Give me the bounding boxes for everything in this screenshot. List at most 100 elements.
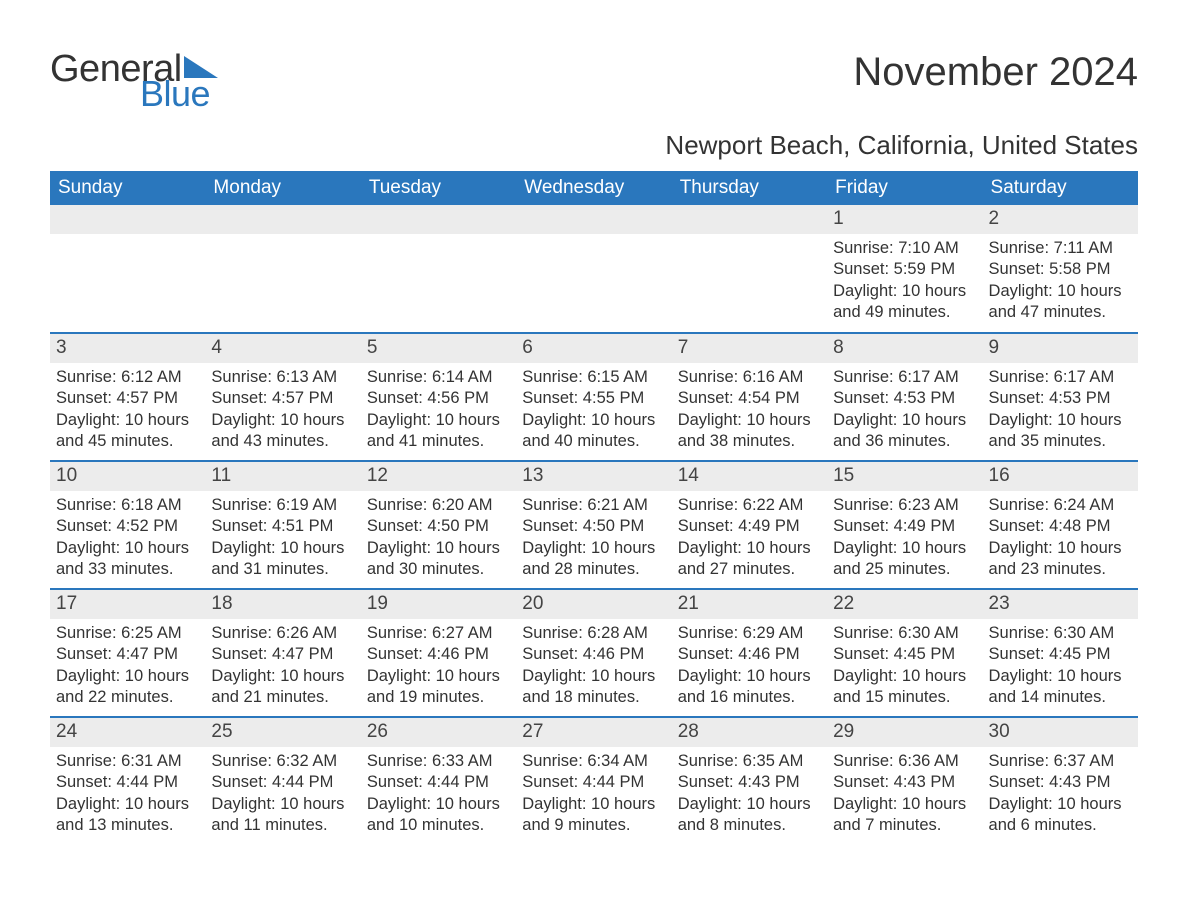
day-sunrise: Sunrise: 6:25 AM [56, 623, 199, 644]
day-daylight2: and 45 minutes. [56, 431, 199, 452]
day-daylight2: and 21 minutes. [211, 687, 354, 708]
day-details: Sunrise: 6:13 AMSunset: 4:57 PMDaylight:… [205, 363, 360, 457]
day-number [50, 205, 205, 234]
day-sunrise: Sunrise: 6:31 AM [56, 751, 199, 772]
calendar-day-cell: 6Sunrise: 6:15 AMSunset: 4:55 PMDaylight… [516, 333, 671, 461]
day-details: Sunrise: 6:29 AMSunset: 4:46 PMDaylight:… [672, 619, 827, 713]
day-details: Sunrise: 6:35 AMSunset: 4:43 PMDaylight:… [672, 747, 827, 841]
day-sunset: Sunset: 4:53 PM [833, 388, 976, 409]
day-daylight1: Daylight: 10 hours [833, 281, 976, 302]
day-sunrise: Sunrise: 6:37 AM [989, 751, 1132, 772]
day-number: 25 [205, 718, 360, 747]
day-sunrise: Sunrise: 6:35 AM [678, 751, 821, 772]
day-sunrise: Sunrise: 6:19 AM [211, 495, 354, 516]
day-details: Sunrise: 6:17 AMSunset: 4:53 PMDaylight:… [983, 363, 1138, 457]
day-daylight2: and 40 minutes. [522, 431, 665, 452]
day-number: 2 [983, 205, 1138, 234]
day-sunrise: Sunrise: 6:21 AM [522, 495, 665, 516]
calendar-day-cell: 19Sunrise: 6:27 AMSunset: 4:46 PMDayligh… [361, 589, 516, 717]
day-details: Sunrise: 6:17 AMSunset: 4:53 PMDaylight:… [827, 363, 982, 457]
day-daylight2: and 22 minutes. [56, 687, 199, 708]
day-daylight2: and 30 minutes. [367, 559, 510, 580]
day-sunrise: Sunrise: 6:30 AM [989, 623, 1132, 644]
day-sunset: Sunset: 4:46 PM [367, 644, 510, 665]
day-number: 17 [50, 590, 205, 619]
day-daylight1: Daylight: 10 hours [678, 794, 821, 815]
day-daylight2: and 36 minutes. [833, 431, 976, 452]
day-daylight2: and 8 minutes. [678, 815, 821, 836]
day-sunrise: Sunrise: 6:16 AM [678, 367, 821, 388]
day-number: 28 [672, 718, 827, 747]
day-sunset: Sunset: 4:47 PM [211, 644, 354, 665]
calendar-week-row: 10Sunrise: 6:18 AMSunset: 4:52 PMDayligh… [50, 461, 1138, 589]
day-details: Sunrise: 6:33 AMSunset: 4:44 PMDaylight:… [361, 747, 516, 841]
calendar-day-cell: 29Sunrise: 6:36 AMSunset: 4:43 PMDayligh… [827, 717, 982, 845]
day-daylight1: Daylight: 10 hours [56, 794, 199, 815]
day-number: 1 [827, 205, 982, 234]
day-details: Sunrise: 6:28 AMSunset: 4:46 PMDaylight:… [516, 619, 671, 713]
day-daylight2: and 23 minutes. [989, 559, 1132, 580]
calendar-day-cell [205, 205, 360, 333]
day-details: Sunrise: 6:37 AMSunset: 4:43 PMDaylight:… [983, 747, 1138, 841]
day-details: Sunrise: 6:34 AMSunset: 4:44 PMDaylight:… [516, 747, 671, 841]
day-details: Sunrise: 6:15 AMSunset: 4:55 PMDaylight:… [516, 363, 671, 457]
day-daylight2: and 19 minutes. [367, 687, 510, 708]
day-sunrise: Sunrise: 6:13 AM [211, 367, 354, 388]
day-number: 21 [672, 590, 827, 619]
calendar-day-cell [50, 205, 205, 333]
day-sunset: Sunset: 4:46 PM [678, 644, 821, 665]
day-number [672, 205, 827, 234]
calendar-day-cell: 22Sunrise: 6:30 AMSunset: 4:45 PMDayligh… [827, 589, 982, 717]
day-sunset: Sunset: 4:50 PM [367, 516, 510, 537]
day-daylight2: and 6 minutes. [989, 815, 1132, 836]
day-sunrise: Sunrise: 6:30 AM [833, 623, 976, 644]
calendar-day-cell: 16Sunrise: 6:24 AMSunset: 4:48 PMDayligh… [983, 461, 1138, 589]
day-daylight1: Daylight: 10 hours [367, 410, 510, 431]
calendar-table: Sunday Monday Tuesday Wednesday Thursday… [50, 171, 1138, 845]
calendar-day-cell: 26Sunrise: 6:33 AMSunset: 4:44 PMDayligh… [361, 717, 516, 845]
page-title: November 2024 [853, 50, 1138, 95]
day-details: Sunrise: 6:12 AMSunset: 4:57 PMDaylight:… [50, 363, 205, 457]
day-daylight2: and 43 minutes. [211, 431, 354, 452]
day-number: 6 [516, 334, 671, 363]
calendar-day-cell: 28Sunrise: 6:35 AMSunset: 4:43 PMDayligh… [672, 717, 827, 845]
calendar-day-cell: 13Sunrise: 6:21 AMSunset: 4:50 PMDayligh… [516, 461, 671, 589]
day-sunset: Sunset: 5:59 PM [833, 259, 976, 280]
day-sunset: Sunset: 4:44 PM [522, 772, 665, 793]
day-sunset: Sunset: 4:56 PM [367, 388, 510, 409]
day-number: 11 [205, 462, 360, 491]
day-details: Sunrise: 7:10 AMSunset: 5:59 PMDaylight:… [827, 234, 982, 328]
day-daylight1: Daylight: 10 hours [211, 538, 354, 559]
col-header: Wednesday [516, 171, 671, 205]
day-daylight1: Daylight: 10 hours [522, 666, 665, 687]
day-sunset: Sunset: 4:46 PM [522, 644, 665, 665]
day-sunrise: Sunrise: 6:22 AM [678, 495, 821, 516]
day-sunrise: Sunrise: 6:27 AM [367, 623, 510, 644]
calendar-day-cell: 24Sunrise: 6:31 AMSunset: 4:44 PMDayligh… [50, 717, 205, 845]
day-sunset: Sunset: 4:51 PM [211, 516, 354, 537]
day-sunrise: Sunrise: 6:23 AM [833, 495, 976, 516]
calendar-day-cell: 7Sunrise: 6:16 AMSunset: 4:54 PMDaylight… [672, 333, 827, 461]
day-sunrise: Sunrise: 6:17 AM [833, 367, 976, 388]
day-daylight2: and 10 minutes. [367, 815, 510, 836]
day-sunrise: Sunrise: 7:10 AM [833, 238, 976, 259]
day-sunset: Sunset: 4:48 PM [989, 516, 1132, 537]
day-number: 5 [361, 334, 516, 363]
day-daylight1: Daylight: 10 hours [678, 410, 821, 431]
calendar-day-cell: 11 Sunrise: 6:19 AMSunset: 4:51 PMDayligh… [205, 461, 360, 589]
day-daylight1: Daylight: 10 hours [367, 794, 510, 815]
day-number: 13 [516, 462, 671, 491]
calendar-day-cell: 27Sunrise: 6:34 AMSunset: 4:44 PMDayligh… [516, 717, 671, 845]
day-number: 19 [361, 590, 516, 619]
day-sunset: Sunset: 5:58 PM [989, 259, 1132, 280]
col-header: Saturday [983, 171, 1138, 205]
day-sunset: Sunset: 4:49 PM [678, 516, 821, 537]
day-details: Sunrise: 6:20 AMSunset: 4:50 PMDaylight:… [361, 491, 516, 585]
day-details: Sunrise: 6:25 AMSunset: 4:47 PMDaylight:… [50, 619, 205, 713]
logo: General Blue [50, 50, 218, 112]
day-details: Sunrise: 6:23 AMSunset: 4:49 PMDaylight:… [827, 491, 982, 585]
day-daylight1: Daylight: 10 hours [989, 794, 1132, 815]
day-sunrise: Sunrise: 6:14 AM [367, 367, 510, 388]
day-sunrise: Sunrise: 6:29 AM [678, 623, 821, 644]
day-daylight2: and 28 minutes. [522, 559, 665, 580]
